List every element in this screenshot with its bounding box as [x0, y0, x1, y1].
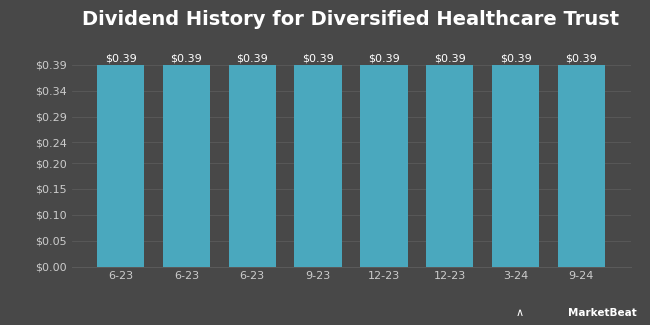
Text: $0.39: $0.39	[500, 53, 532, 63]
Text: $0.39: $0.39	[434, 53, 465, 63]
Bar	[229, 65, 276, 266]
Bar	[426, 65, 473, 266]
Bar	[294, 65, 342, 266]
Bar	[97, 65, 144, 266]
Bar	[492, 65, 540, 266]
Bar	[162, 65, 210, 266]
Text: $0.39: $0.39	[170, 53, 202, 63]
Text: $0.39: $0.39	[237, 53, 268, 63]
Text: ∧: ∧	[515, 308, 523, 318]
Text: MarketBeat: MarketBeat	[568, 308, 637, 318]
Bar	[558, 65, 605, 266]
Text: $0.39: $0.39	[105, 53, 136, 63]
Title: Dividend History for Diversified Healthcare Trust: Dividend History for Diversified Healthc…	[83, 10, 619, 29]
Bar	[360, 65, 408, 266]
Text: $0.39: $0.39	[302, 53, 334, 63]
Text: $0.39: $0.39	[368, 53, 400, 63]
Text: $0.39: $0.39	[566, 53, 597, 63]
